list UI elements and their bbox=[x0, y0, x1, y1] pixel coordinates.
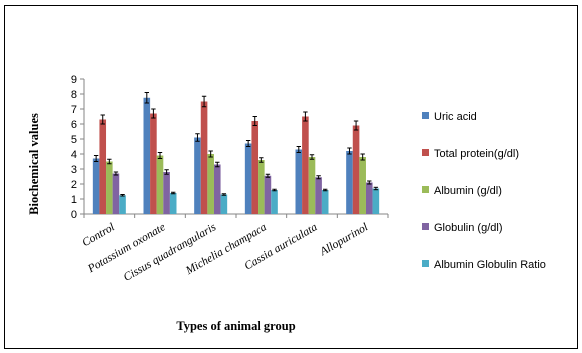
legend-swatch bbox=[422, 260, 429, 267]
bar bbox=[251, 121, 259, 214]
chart-frame: 0 1 2 3 4 5 6 7 8 9 Control Potassium oxonate Cissus… bbox=[4, 5, 578, 349]
bar bbox=[163, 172, 170, 214]
bar bbox=[143, 97, 151, 214]
category-label: Cissus quadrangularis bbox=[122, 221, 219, 284]
bar bbox=[359, 157, 366, 214]
bar bbox=[200, 101, 208, 214]
legend-swatch bbox=[422, 186, 429, 193]
bar bbox=[346, 151, 353, 214]
bar bbox=[295, 149, 303, 214]
bar bbox=[302, 116, 309, 214]
bar bbox=[244, 143, 252, 214]
legend-label: Globulin (g/dl) bbox=[434, 222, 502, 234]
y-tick-label: 4 bbox=[71, 149, 77, 161]
bar bbox=[372, 188, 380, 214]
bar bbox=[194, 137, 201, 214]
legend-label: Albumin (g/dl) bbox=[434, 185, 502, 197]
bar bbox=[213, 164, 221, 214]
y-tick-label: 7 bbox=[71, 104, 77, 116]
category-label: Allopurinol bbox=[317, 221, 370, 258]
bar bbox=[220, 194, 228, 214]
bar bbox=[92, 158, 100, 214]
y-axis-title: Biochemical values bbox=[27, 113, 41, 215]
legend-swatch bbox=[422, 149, 429, 156]
bar bbox=[315, 177, 322, 214]
bar bbox=[271, 190, 278, 214]
y-tick-label: 8 bbox=[71, 89, 77, 101]
y-tick-label: 0 bbox=[71, 209, 77, 221]
legend-swatch bbox=[422, 223, 429, 230]
bar bbox=[264, 175, 272, 214]
y-tick-label: 1 bbox=[71, 194, 77, 206]
bar bbox=[119, 195, 126, 214]
bars bbox=[92, 92, 380, 214]
legend-swatch bbox=[422, 112, 429, 119]
y-tick-label: 9 bbox=[71, 74, 77, 86]
bar bbox=[321, 190, 329, 214]
bar bbox=[156, 155, 164, 214]
bar bbox=[99, 119, 107, 214]
axes bbox=[80, 78, 389, 218]
legend: Uric acid Total protein(g/dl) Albumin (g/d… bbox=[422, 111, 546, 271]
bar bbox=[150, 113, 157, 214]
bar bbox=[308, 157, 316, 214]
legend-label: Albumin Globulin Ratio bbox=[434, 259, 546, 271]
legend-label: Uric acid bbox=[434, 111, 477, 123]
y-tick-label: 6 bbox=[71, 119, 77, 131]
bar bbox=[112, 173, 120, 214]
bar bbox=[207, 154, 214, 214]
y-tick-label: 5 bbox=[71, 134, 77, 146]
legend-label: Total protein(g/dl) bbox=[434, 148, 519, 160]
bar bbox=[258, 160, 265, 214]
bar bbox=[365, 182, 373, 214]
y-tick-label: 2 bbox=[71, 179, 77, 191]
bar bbox=[106, 161, 113, 214]
bar bbox=[352, 125, 360, 214]
y-tick-label: 3 bbox=[71, 164, 77, 176]
x-axis-title: Types of animal group bbox=[176, 319, 295, 333]
bar bbox=[169, 193, 177, 214]
category-label: Control bbox=[80, 221, 117, 249]
